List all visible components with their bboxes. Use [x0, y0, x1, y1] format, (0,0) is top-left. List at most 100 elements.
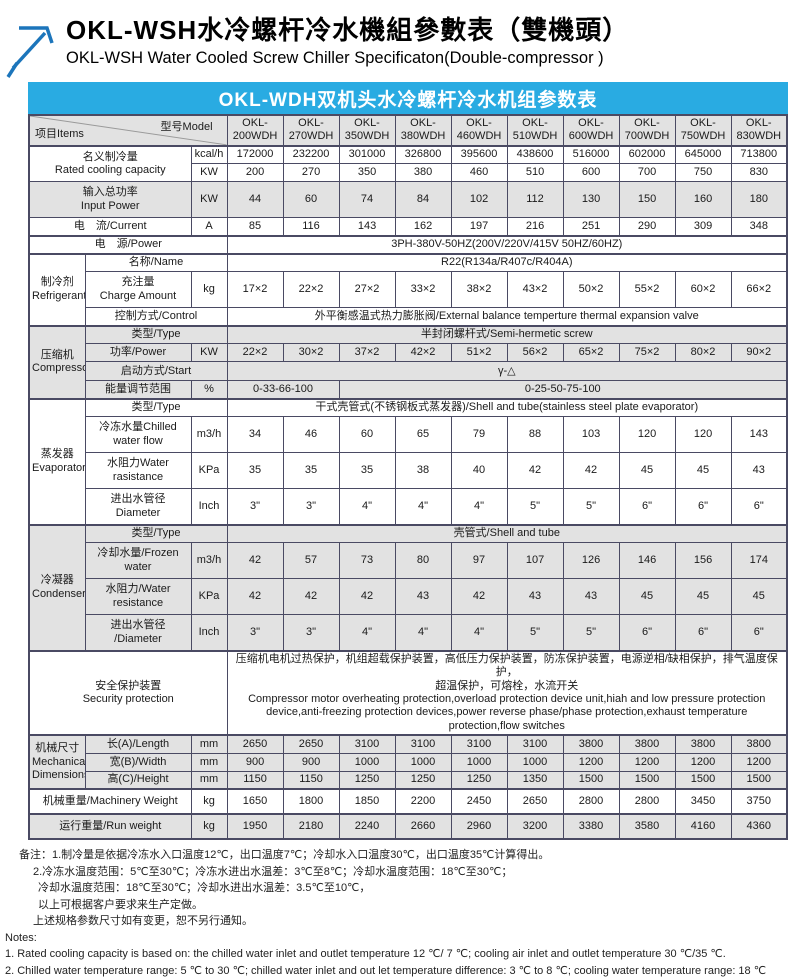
evap-pipe-diameter-value-1: 3"	[282, 488, 340, 526]
dimension-height-value-9: 1500	[730, 770, 788, 790]
compressor-type-row: 压缩机 Compressor类型/Type半封闭螺杆式/Semi-hermeti…	[28, 324, 788, 400]
dimension-height-unit: mm	[190, 770, 228, 790]
charge-amount-value-8: 60×2	[674, 271, 732, 309]
cond-pipe-diameter-value-4: 4"	[450, 614, 508, 652]
cond-water-resistance-value-1: 42	[282, 578, 340, 616]
cooling-water-flow-unit: m3/h	[190, 542, 228, 580]
current-value-2: 143	[338, 217, 396, 237]
compressor-power-value-6: 65×2	[562, 343, 620, 363]
cond-pipe-diameter-label: 进出水管径 /Diameter	[84, 614, 192, 652]
evap-pipe-diameter-value-6: 5"	[562, 488, 620, 526]
run-weight-value-5: 3200	[506, 813, 564, 840]
compressor-power-unit: KW	[190, 343, 228, 363]
evap-water-resistance-value-3: 38	[394, 452, 452, 490]
chilled-water-flow-value-3: 65	[394, 416, 452, 454]
compressor-type-group: 压缩机 Compressor	[28, 324, 86, 400]
evaporator-type-label: 类型/Type	[84, 397, 228, 418]
dimension-width-value-8: 1200	[674, 752, 732, 772]
cond-water-resistance-row: 水阻力/Water resistance KPa 42 42 42 43 42 43 43 45 4…	[29, 578, 788, 616]
rated-cooling-capacity-kw-value-1: 270	[282, 163, 340, 183]
run-weight-value-4: 2960	[450, 813, 508, 840]
cond-water-resistance-value-8: 45	[674, 578, 732, 616]
refrigerant-name-label: 名称/Name	[84, 252, 228, 273]
cond-water-resistance-value-0: 42	[226, 578, 284, 616]
condenser-type-row: 冷凝器 Condenser 类型/Type 壳管式/Shell and tube	[28, 523, 788, 652]
notes: 备注：1.制冷量是依据冷冻水入口温度12℃，出口温度7℃；冷却水入口温度30℃，…	[5, 847, 790, 979]
rated-cooling-capacity-kw-value-2: 350	[338, 163, 396, 183]
charge-amount-row: 充注量 Charge Amount kg 17×2 22×2 27×2 33×2 38×2 4…	[29, 271, 788, 309]
model-header-350WDH: OKL- 350WDH	[338, 114, 396, 147]
start-mode-wide: γ-△	[226, 361, 788, 382]
security-protection-label: 安全保护装置 Security protection	[28, 649, 228, 736]
dimension-length-value-8: 3800	[674, 734, 732, 754]
cooling-water-flow-value-8: 156	[674, 542, 732, 580]
dimension-height-value-8: 1500	[674, 770, 732, 790]
evap-water-resistance-value-2: 35	[338, 452, 396, 490]
charge-amount-value-5: 43×2	[506, 271, 564, 309]
model-header-750WDH: OKL- 750WDH	[674, 114, 732, 147]
evap-pipe-diameter-value-0: 3"	[226, 488, 284, 526]
current-value-9: 348	[730, 217, 788, 237]
rated-cooling-capacity-kcalh-unit: kcal/h	[190, 144, 228, 165]
dimension-length-value-6: 3800	[562, 734, 620, 754]
refrigerant-name-wide: R22(R134a/R407c/R404A)	[226, 252, 788, 273]
charge-amount-value-3: 33×2	[394, 271, 452, 309]
dimension-length-unit: mm	[190, 734, 228, 754]
current-value-0: 85	[226, 217, 284, 237]
refrigerant-name-group: 制冷剂 Refrigerant	[28, 252, 86, 327]
rated-cooling-capacity-kcalh-value-8: 645000	[674, 144, 732, 165]
charge-amount-value-1: 22×2	[282, 271, 340, 309]
rated-cooling-capacity-kcalh-value-1: 232200	[282, 144, 340, 165]
chilled-water-flow-value-4: 79	[450, 416, 508, 454]
note-line-2: 2.冷冻水温度范围：5℃至30℃；冷冻水进出水温差：3℃至8℃；冷却水温度范围：…	[33, 865, 513, 878]
input-power-row: 输入总功率 Input Power KW 44 60 74 84 102 112 130 150 1…	[28, 181, 788, 219]
cooling-water-flow-label: 冷却水量/Frozen water	[84, 542, 192, 580]
rated-cooling-capacity-kw-value-5: 510	[506, 163, 564, 183]
dimension-height-value-0: 1150	[226, 770, 284, 790]
note-line-4: 以上可根据客户要求来生产定做。	[38, 898, 203, 911]
cond-pipe-diameter-value-3: 4"	[394, 614, 452, 652]
cond-pipe-diameter-value-7: 6"	[618, 614, 676, 652]
dimension-width-label: 宽(B)/Width	[84, 752, 192, 772]
current-value-8: 309	[674, 217, 732, 237]
dimension-height-value-7: 1500	[618, 770, 676, 790]
dimension-width-value-1: 900	[282, 752, 340, 772]
run-weight-unit: kg	[190, 813, 228, 840]
dimension-length-value-2: 3100	[338, 734, 396, 754]
run-weight-label: 运行重量/Run weight	[28, 813, 192, 840]
input-power-value-4: 102	[450, 181, 508, 219]
energy-regulation-wide: 0-25-50-75-100	[338, 380, 788, 400]
evap-water-resistance-value-1: 35	[282, 452, 340, 490]
machinery-weight-label: 机械重量/Machinery Weight	[28, 788, 192, 815]
compressor-power-value-3: 42×2	[394, 343, 452, 363]
compressor-power-value-5: 56×2	[506, 343, 564, 363]
energy-regulation-unit: %	[190, 380, 228, 400]
dimension-width-value-6: 1200	[562, 752, 620, 772]
compressor-power-label: 功率/Power	[84, 343, 192, 363]
chilled-water-flow-unit: m3/h	[190, 416, 228, 454]
page-subtitle: OKL-WSH Water Cooled Screw Chiller Speci…	[66, 49, 604, 67]
spec-table: 项目Items 型号Model OKL- 200WDH OKL- 270WDH OKL-…	[28, 114, 789, 841]
input-power-label: 输入总功率 Input Power	[28, 181, 192, 219]
dimension-height-label: 高(C)/Height	[84, 770, 192, 790]
compressor-type-wide: 半封闭螺杆式/Semi-hermetic screw	[226, 324, 788, 345]
input-power-value-8: 160	[674, 181, 732, 219]
dimension-width-value-4: 1000	[450, 752, 508, 772]
evap-water-resistance-row: 水阻力Water rasistance KPa 35 35 35 38 40 42 42 45 45…	[29, 452, 788, 490]
cooling-water-flow-value-3: 80	[394, 542, 452, 580]
rated-cooling-capacity-kcalh-label: 名义制冷量 Rated cooling capacity	[28, 144, 192, 183]
start-mode-label: 启动方式/Start	[84, 361, 228, 382]
current-label: 电 流/Current	[28, 217, 192, 237]
compressor-power-row: 功率/Power KW 22×2 30×2 37×2 42×2 51×2 56×2 65×2 75…	[29, 343, 788, 363]
dimension-length-value-9: 3800	[730, 734, 788, 754]
input-power-value-5: 112	[506, 181, 564, 219]
evap-water-resistance-value-0: 35	[226, 452, 284, 490]
compressor-type-label: 类型/Type	[84, 324, 228, 345]
dimension-length-label: 长(A)/Length	[84, 734, 192, 754]
compressor-power-value-2: 37×2	[338, 343, 396, 363]
dimension-length-value-3: 3100	[394, 734, 452, 754]
rated-cooling-capacity-kcalh-value-2: 301000	[338, 144, 396, 165]
evap-water-resistance-value-5: 42	[506, 452, 564, 490]
cond-water-resistance-value-2: 42	[338, 578, 396, 616]
compressor-power-value-7: 75×2	[618, 343, 676, 363]
